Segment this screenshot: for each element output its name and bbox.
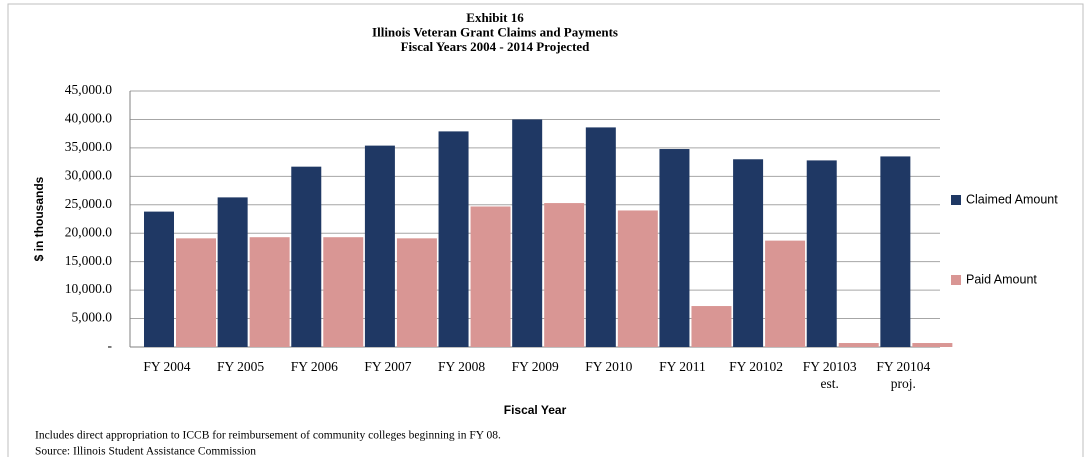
- footnote: Includes direct appropriation to ICCB fo…: [35, 430, 501, 442]
- y-tick-label: 30,000.0: [65, 167, 113, 182]
- y-tick-label: 20,000.0: [65, 224, 113, 239]
- bar: [438, 131, 469, 347]
- bar: [470, 206, 511, 347]
- bar: [144, 211, 174, 347]
- legend-swatch: [951, 195, 961, 205]
- x-tick-label: FY 2006: [290, 359, 338, 374]
- y-tick-label: 35,000.0: [65, 139, 113, 154]
- legend-swatch: [951, 275, 961, 285]
- chart-title: Exhibit 16: [466, 10, 524, 25]
- bar: [176, 238, 216, 347]
- x-tick-label: FY 2011: [659, 359, 706, 374]
- bar: [512, 119, 543, 347]
- bar: [291, 166, 322, 347]
- y-axis-title: $ in thousands: [32, 176, 46, 261]
- x-tick-label: FY 20102: [729, 359, 784, 374]
- bar: [396, 238, 437, 347]
- y-tick-label: 15,000.0: [65, 253, 113, 268]
- bar: [659, 149, 690, 347]
- x-tick-label: FY 2004: [143, 359, 191, 374]
- x-tick-label: FY 20103 est.: [802, 359, 857, 391]
- bar: [838, 343, 879, 347]
- bar: [249, 237, 290, 347]
- chart-title: Illinois Veteran Grant Claims and Paymen…: [372, 24, 618, 39]
- x-tick-label: FY 2008: [437, 359, 486, 374]
- bar: [765, 240, 806, 347]
- bar: [364, 145, 395, 347]
- y-tick-label: -: [108, 338, 113, 353]
- legend-label: Paid Amount: [966, 272, 1037, 286]
- y-tick-label: 25,000.0: [65, 196, 113, 211]
- bar: [912, 343, 953, 347]
- legend-label: Claimed Amount: [966, 192, 1058, 206]
- y-tick-label: 40,000.0: [65, 111, 113, 126]
- bar: [585, 127, 616, 347]
- bar: [806, 160, 837, 347]
- y-tick-label: 45,000.0: [65, 82, 113, 97]
- x-tick-label: FY 2009: [511, 359, 559, 374]
- y-tick-label: 10,000.0: [65, 281, 113, 296]
- x-axis-title: Fiscal Year: [504, 403, 567, 417]
- y-tick-label: 5,000.0: [72, 310, 113, 325]
- x-tick-label: FY 2010: [585, 359, 633, 374]
- x-tick-label: FY 2007: [364, 359, 412, 374]
- bar: [217, 197, 248, 347]
- bar: [733, 159, 764, 347]
- bar: [691, 306, 732, 347]
- chart-title: Fiscal Years 2004 - 2014 Projected: [401, 39, 591, 54]
- footnote: Source: Illinois Student Assistance Comm…: [35, 446, 256, 457]
- x-tick-label: FY 20104 proj.: [876, 359, 931, 391]
- bar: [617, 210, 658, 347]
- x-tick-label: FY 2005: [217, 359, 265, 374]
- bar: [880, 156, 911, 347]
- bar: [544, 203, 585, 347]
- bar: [323, 237, 364, 347]
